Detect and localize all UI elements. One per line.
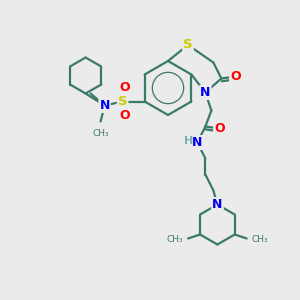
Text: O: O xyxy=(119,109,130,122)
Text: N: N xyxy=(99,99,110,112)
Text: O: O xyxy=(119,81,130,94)
Text: N: N xyxy=(200,86,211,99)
Text: CH₃: CH₃ xyxy=(252,235,268,244)
Text: O: O xyxy=(214,122,225,135)
Text: N: N xyxy=(192,136,203,149)
Text: N: N xyxy=(212,198,223,211)
Text: CH₃: CH₃ xyxy=(92,128,109,137)
Text: O: O xyxy=(230,70,241,83)
Text: H: H xyxy=(184,136,193,146)
Text: S: S xyxy=(118,95,128,108)
Text: N: N xyxy=(212,198,223,211)
Text: S: S xyxy=(183,38,193,52)
Text: CH₃: CH₃ xyxy=(167,235,183,244)
